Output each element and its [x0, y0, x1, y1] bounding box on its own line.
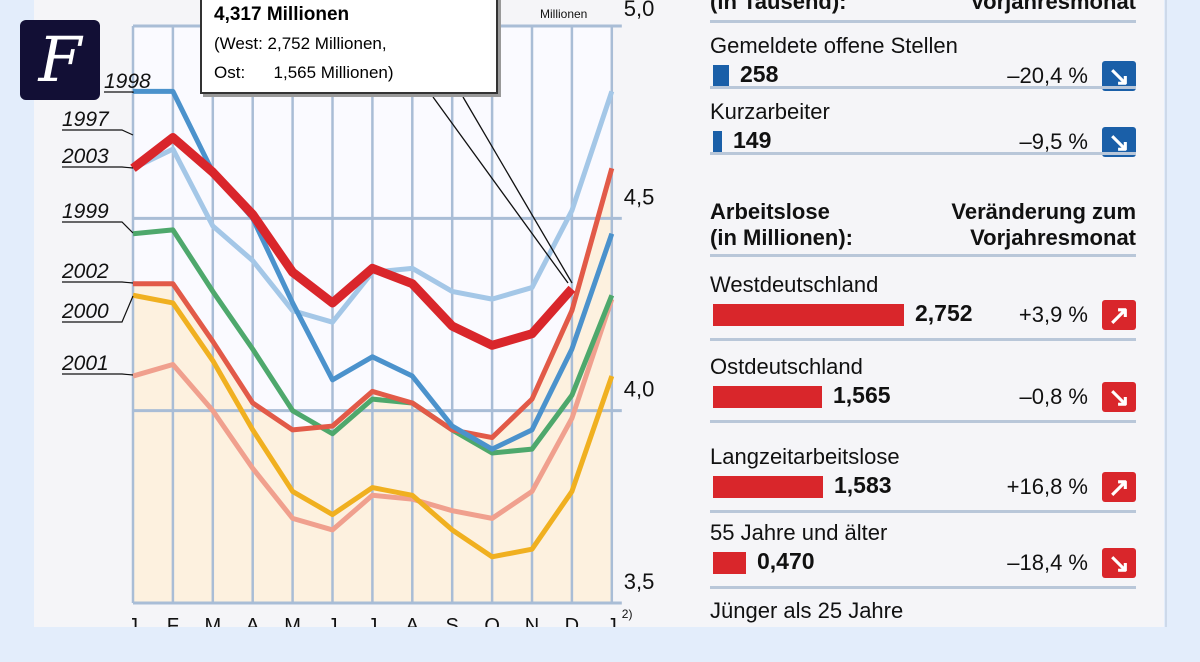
- x-tick-label: J: [607, 615, 617, 627]
- y-tick-label: 4,0: [624, 377, 655, 402]
- callout-leader: [432, 96, 569, 284]
- separator: [710, 510, 1136, 513]
- series-line-1999: [132, 227, 615, 456]
- x-tick-label: F: [167, 615, 179, 627]
- year-label-2002: 2002: [61, 260, 109, 283]
- separator: [710, 152, 1136, 155]
- unemployment-line-chart: 3,5 4,0 4,5 5,0 Millionen J F M A M J J A S O N D J 2) 1997…: [61, 0, 655, 627]
- series-line-2003: [130, 133, 576, 350]
- top-header-right: Vorjahresmonat: [970, 0, 1136, 14]
- row-change: –9,5 %: [1019, 129, 1089, 154]
- arrow-up-right-icon: ↗: [1102, 300, 1136, 330]
- year-label-2003: 2003: [61, 145, 109, 168]
- x-tick-label: S: [446, 615, 459, 627]
- year-label-1998: 1998: [104, 70, 151, 93]
- row-change: –0,8 %: [1019, 384, 1089, 409]
- row-name: Westdeutschland: [710, 272, 879, 297]
- faz-logo: F: [20, 20, 100, 100]
- separator: [710, 420, 1136, 423]
- separator: [710, 586, 1136, 589]
- row-change: +3,9 %: [1018, 302, 1088, 327]
- right-border: [1165, 0, 1200, 627]
- y-tick-label: 4,5: [624, 184, 655, 209]
- year-leader: [62, 166, 134, 169]
- header-right2: Vorjahresmonat: [970, 225, 1136, 250]
- row-value: 1,583: [834, 472, 892, 498]
- x-tick-label: O: [484, 615, 500, 627]
- row-change: +16,8 %: [1006, 474, 1088, 499]
- year-leader: [104, 91, 134, 93]
- row-name: Jünger als 25 Jahre: [710, 598, 904, 623]
- x-tick-label: N: [525, 615, 539, 627]
- arrow-up-right-icon: ↗: [1102, 472, 1136, 502]
- stat-row: Westdeutschland 2,752 +3,9 % ↗: [710, 272, 1136, 336]
- value-bar: [713, 304, 904, 326]
- separator: [710, 20, 1136, 23]
- callout-ost-label: Ost:: [214, 63, 246, 82]
- separator: [710, 254, 1136, 257]
- row-value: 258: [740, 61, 779, 87]
- x-tick-label: J: [367, 615, 377, 627]
- separator: [710, 338, 1136, 341]
- value-bar: [713, 476, 823, 498]
- value-bar: [713, 386, 822, 408]
- row-change: –20,4 %: [1007, 63, 1088, 88]
- header-left1: Arbeitslose: [710, 199, 830, 224]
- year-label-1997: 1997: [62, 108, 110, 131]
- row-value: 149: [733, 127, 772, 153]
- separator: [710, 86, 1136, 89]
- arrow-down-right-icon: ↘: [1102, 548, 1136, 578]
- row-name: Ostdeutschland: [710, 354, 863, 379]
- callout-box: 4,317 Millionen (West: 2,752 Millionen, …: [200, 0, 498, 94]
- row-name: Langzeitarbeitslose: [710, 444, 900, 469]
- year-leader: [62, 129, 134, 136]
- header-left2: (in Millionen):: [710, 225, 853, 250]
- year-leader: [62, 221, 134, 234]
- x-tick-label: A: [246, 615, 260, 627]
- year-leader: [62, 295, 134, 323]
- row-change: –18,4 %: [1007, 550, 1088, 575]
- y-tick-label: 5,0: [624, 0, 655, 21]
- stat-row: Gemeldete offene Stellen 258 –20,4 % ↘: [710, 33, 1136, 97]
- header-right1: Veränderung zum: [951, 199, 1136, 224]
- x-footnote: 2): [622, 607, 633, 621]
- stat-row: Jünger als 25 Jahre: [710, 598, 1136, 662]
- row-name: 55 Jahre und älter: [710, 520, 888, 545]
- series-line-2001: [132, 298, 615, 533]
- stat-row: 55 Jahre und älter 0,470 –18,4 % ↘: [710, 520, 1136, 584]
- top-header-left: (in Tausend):: [710, 0, 847, 14]
- row-value: 1,565: [833, 382, 891, 408]
- year-label-2000: 2000: [61, 300, 109, 323]
- x-tick-label: M: [284, 615, 301, 627]
- year-leader: [62, 373, 134, 376]
- row-name: Gemeldete offene Stellen: [710, 33, 958, 58]
- x-tick-label: D: [565, 615, 579, 627]
- row-value: 2,752: [915, 300, 973, 326]
- x-tick-label: A: [406, 615, 420, 627]
- year-label-2001: 2001: [61, 352, 109, 375]
- callout-west: (West: 2,752 Millionen,: [214, 34, 387, 53]
- value-bar: [713, 65, 729, 87]
- x-tick-label: J: [328, 615, 338, 627]
- value-bar: [713, 131, 722, 153]
- value-bar: [713, 552, 746, 574]
- callout-ost-value: 1,565 Millionen): [273, 63, 394, 82]
- year-leader: [62, 281, 134, 284]
- series-line-2000: [132, 292, 615, 560]
- callout-leader: [462, 96, 573, 284]
- y-tick-label: 3,5: [624, 569, 655, 594]
- stat-row: Ostdeutschland 1,565 –0,8 % ↘: [710, 354, 1136, 418]
- x-tick-label: M: [204, 615, 221, 627]
- arrow-down-right-icon: ↘: [1102, 382, 1136, 412]
- stat-row: Langzeitarbeitslose 1,583 +16,8 % ↗: [710, 444, 1136, 508]
- row-value: 0,470: [757, 548, 815, 574]
- callout-title: 4,317 Millionen: [214, 4, 350, 25]
- row-name: Kurzarbeiter: [710, 99, 830, 124]
- year-label-1999: 1999: [62, 200, 109, 223]
- unit-label: Millionen: [540, 7, 587, 21]
- series-line-2002: [133, 167, 615, 441]
- x-tick-label: J: [128, 615, 138, 627]
